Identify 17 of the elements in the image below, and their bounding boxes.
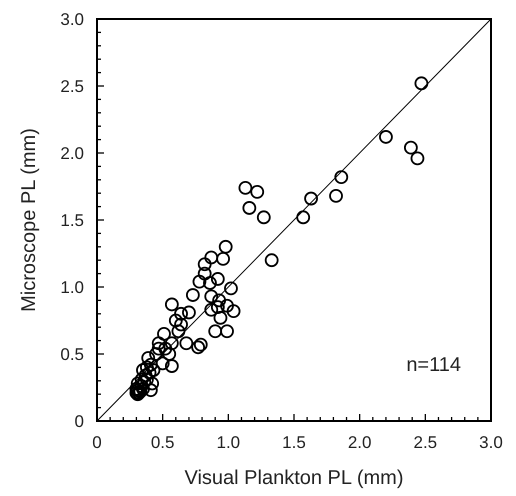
x-tick-label: 2.0: [348, 433, 372, 452]
y-tick-label: 3.0: [60, 10, 84, 29]
annotation: n=114: [406, 354, 461, 376]
y-tick-label: 2.0: [60, 144, 84, 163]
x-tick-label: 3.0: [479, 433, 503, 452]
y-tick-label: 0.5: [60, 344, 84, 364]
x-tick-label: 2.5: [414, 433, 438, 452]
x-tick-label: 1.0: [216, 433, 240, 452]
y-tick-label: 0: [74, 412, 84, 431]
x-tick-label: 0.5: [150, 433, 174, 452]
x-axis-title: Visual Plankton PL (mm): [184, 467, 404, 489]
y-tick-label: 1.5: [60, 210, 84, 230]
y-axis-title: Microscope PL (mm): [18, 128, 40, 312]
y-tick-label: 1.0: [60, 278, 84, 297]
x-tick-label: 0: [92, 433, 102, 452]
y-tick-label: 2.5: [60, 76, 84, 96]
x-tick-label: 1.5: [282, 433, 306, 452]
